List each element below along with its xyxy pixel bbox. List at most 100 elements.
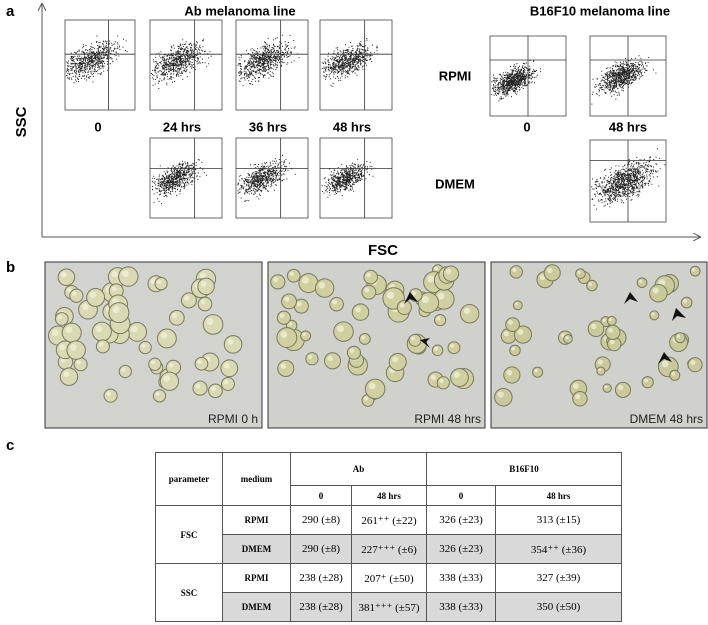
cell-highlight [227,338,234,345]
flow-dots [491,59,542,102]
cell-highlight [89,291,97,298]
cell-highlight [427,275,435,283]
cell-highlight [70,344,77,351]
cell-highlight [131,325,138,333]
flow-dots [237,34,300,87]
value-cell: 227⁺⁺⁺ (±6) [351,534,427,564]
cell-highlight [602,318,606,322]
value-cell: 207⁺ (±50) [351,563,427,593]
cell [505,317,520,333]
value-cell: 238 (±28) [290,563,352,593]
header-cell: 0 [290,485,352,506]
header-cell: Ab [290,452,427,486]
time-label: 0 [523,119,530,134]
cell-highlight [223,362,230,369]
cell-highlight [72,291,77,297]
cell [281,293,297,310]
cell-highlight [608,327,614,333]
cell-highlight [683,299,687,303]
value-cell: 338 (±33) [426,563,496,593]
cell-highlight [676,334,681,338]
cell-highlight [95,325,103,333]
row-label: DMEM [435,176,475,191]
header-cell: parameter [155,452,223,506]
cell [103,388,118,403]
cell [57,268,76,287]
cell-highlight [598,368,602,372]
cell [649,284,668,303]
cell [605,324,621,340]
cell-highlight [106,391,111,396]
cell [687,357,703,373]
cell-highlight [604,385,608,389]
header-cell: medium [222,452,291,506]
cell-highlight [661,360,669,368]
cell-highlight [575,394,581,400]
cell [532,366,544,378]
cell [346,345,361,360]
cell [447,341,461,355]
cell-highlight [644,378,648,383]
cell [180,292,197,309]
cell-highlight [349,348,355,354]
cell-highlight [327,355,333,362]
cell-highlight [296,301,302,307]
cell-highlight [609,339,615,345]
cell-highlight [638,279,643,283]
flow-dots [66,35,128,84]
cell-highlight [206,318,214,325]
cell [202,314,224,335]
cell-highlight [200,281,207,287]
cell-highlight [141,343,146,348]
cell-highlight [111,270,119,278]
cell-highlight [453,371,460,378]
cell-highlight [332,299,337,305]
cell-highlight [337,325,344,333]
flow-dots [151,159,208,205]
cell-highlight [112,306,120,314]
cell [197,296,213,312]
cell [61,322,82,343]
cell-highlight [121,270,129,278]
cell-highlight [364,396,369,401]
table-row: DMEM 290 (±8) 227⁺⁺⁺ (±6) 326 (±23) 354⁺⁺ (±… [156,534,622,564]
time-label: 0 [94,119,101,134]
title: B16F10 melanoma line [530,3,670,18]
cell [192,380,208,396]
cell [509,344,521,357]
cell [572,390,588,407]
cell-highlight [368,382,376,390]
cell-highlight [436,316,441,321]
cell-highlight [386,291,395,299]
cell [138,340,152,355]
value-cell: 290 (±8) [290,505,352,535]
cell-highlight [163,375,170,382]
cell [324,352,342,370]
cell [575,268,586,280]
cell-highlight [690,360,696,366]
cell [286,268,301,283]
table-row: FSC RPMI 290 (±8) 261⁺⁺ (±22) 326 (±23) 313 (… [155,505,622,564]
cell [118,364,132,379]
cell [221,377,235,391]
cell [358,333,371,345]
flow-dots [591,55,657,105]
value-cell: 338 (±33) [426,592,496,622]
cell-highlight [399,302,405,308]
cell [408,333,422,347]
header-cell: 0 [426,485,496,506]
cell-highlight [503,331,509,337]
cell [276,327,298,348]
cell [563,334,573,344]
cell [606,315,617,326]
header-cell: 48 hrs [495,485,622,506]
cell [127,322,148,342]
cell [148,357,162,371]
cell [433,314,447,327]
value-cell: 290 (±8) [290,534,352,564]
cell [364,378,386,400]
cell-highlight [155,391,160,397]
cell [351,303,370,321]
cell-highlight [364,287,370,293]
